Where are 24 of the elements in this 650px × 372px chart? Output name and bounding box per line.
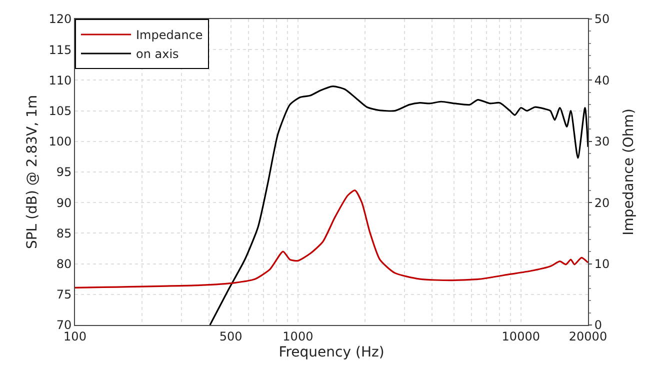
y-tick-label: 105: [48, 104, 72, 118]
y-tick-label: 80: [56, 257, 72, 271]
y-tick-label: 95: [56, 165, 72, 180]
y-tick-label: 85: [56, 226, 72, 240]
y-tick-label: 120: [48, 12, 72, 26]
x-axis-title: Frequency (Hz): [278, 344, 384, 361]
y-tick-label: 70: [56, 318, 72, 332]
y2-tick-label: 50: [594, 12, 610, 26]
y2-tick-label: 40: [594, 73, 610, 88]
y2-tick-label: 20: [594, 196, 610, 210]
y-tick-label: 90: [56, 196, 72, 210]
y2-tick-label: 10: [594, 257, 610, 271]
y-tick-label: 110: [48, 73, 72, 88]
legend-label: on axis: [136, 47, 179, 62]
y-tick-label: 100: [48, 134, 72, 149]
x-tick-label: 1000: [282, 329, 314, 344]
y-axis-title: SPL (dB) @ 2.83V, 1m: [24, 94, 40, 250]
x-tick-label: 500: [219, 329, 242, 344]
x-tick-label: 10000: [502, 329, 540, 344]
y-tick-label: 115: [48, 42, 72, 57]
y-tick-label: 75: [56, 288, 72, 302]
y2-tick-label: 30: [594, 134, 610, 149]
legend-label: Impedance: [136, 28, 203, 42]
y2-axis-title: Impedance (Ohm): [620, 108, 637, 236]
